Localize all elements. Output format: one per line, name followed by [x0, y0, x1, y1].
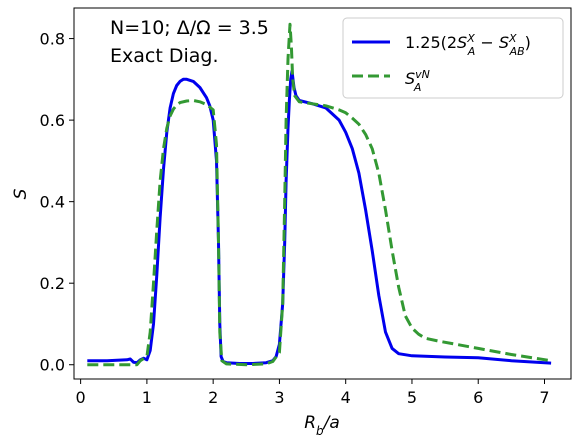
series-layer [87, 22, 552, 367]
legend-label-series-1: SvN A [405, 68, 430, 94]
x-tick-label: 2 [208, 388, 218, 407]
y-tick-label: 0.0 [40, 356, 65, 375]
y-tick-label: 0.2 [40, 274, 65, 293]
x-tick-label: 3 [274, 388, 284, 407]
x-axis-label: Rb/a [304, 413, 340, 438]
y-axis-label: S [11, 188, 31, 199]
series-line-1 [87, 22, 552, 367]
legend-label-series-0: 1.25(2SX A − SX AB) [405, 32, 531, 58]
x-tick-label: 5 [407, 388, 417, 407]
x-tick-label: 0 [76, 388, 86, 407]
x-tick-label: 1 [142, 388, 152, 407]
y-tick-label: 0.6 [40, 111, 65, 130]
x-tick-label: 4 [341, 388, 351, 407]
x-tick-label: 7 [539, 388, 549, 407]
annotation-method: Exact Diag. [110, 45, 218, 67]
y-tick-label: 0.8 [40, 30, 65, 49]
x-tick-label: 6 [473, 388, 483, 407]
plot-frame [73, 7, 572, 380]
y-tick-label: 0.4 [40, 193, 65, 212]
axis-ticks: 0 1 2 3 4 5 6 7 0.0 0.2 0.4 0.6 0.8 [40, 30, 550, 407]
annotation-params: N=10; Δ/Ω = 3.5 [110, 17, 269, 39]
legend: 1.25(2SX A − SX AB) SvN A [342, 17, 564, 99]
legend-box [342, 17, 564, 99]
